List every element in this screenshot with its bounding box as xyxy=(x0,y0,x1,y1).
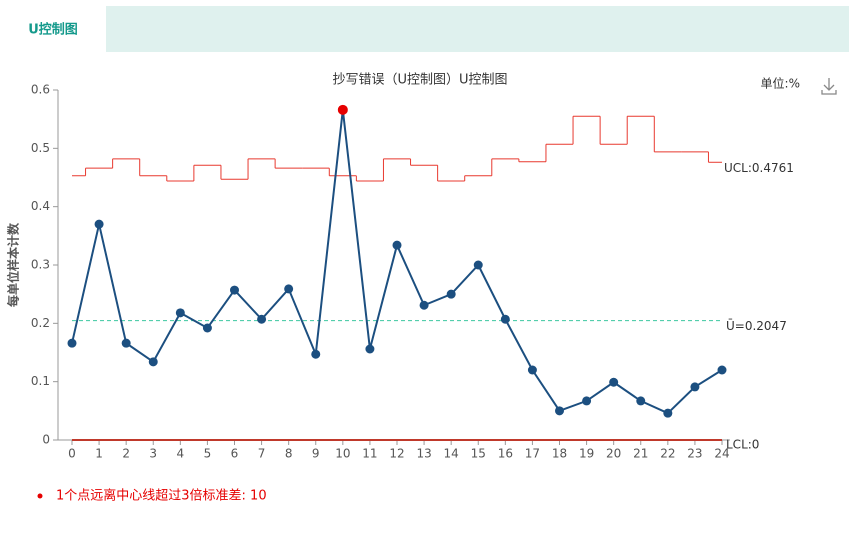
x-tick-label: 11 xyxy=(362,447,377,461)
note: 1个点远离中心线超过3倍标准差: 10 xyxy=(56,488,267,504)
x-tick-label: 23 xyxy=(687,447,702,461)
data-point xyxy=(337,104,348,115)
data-point xyxy=(284,284,294,294)
x-tick-label: 2 xyxy=(122,447,130,461)
download-icon[interactable] xyxy=(821,78,837,95)
tab-bar xyxy=(106,6,849,52)
data-point xyxy=(500,314,510,324)
tab-active[interactable] xyxy=(0,6,106,52)
x-tick-label: 10 xyxy=(335,447,350,461)
x-tick-label: 13 xyxy=(416,447,431,461)
x-tick-label: 3 xyxy=(149,447,157,461)
ucl-label: UCL:0.4761 xyxy=(724,161,794,175)
data-point xyxy=(311,349,321,359)
x-tick-label: 16 xyxy=(498,447,513,461)
note-bullet xyxy=(37,493,43,499)
tab-label[interactable]: U控制图 xyxy=(28,22,78,38)
data-point xyxy=(121,338,131,348)
y-tick-label: 0.2 xyxy=(31,316,50,330)
y-tick-label: 0.6 xyxy=(31,83,50,97)
x-tick-label: 8 xyxy=(285,447,293,461)
data-point xyxy=(527,365,537,375)
data-point xyxy=(582,396,592,406)
data-point xyxy=(94,219,104,229)
x-tick-label: 22 xyxy=(660,447,675,461)
data-point xyxy=(148,357,158,367)
y-axis-label: 每单位样本计数 xyxy=(6,222,21,307)
data-point xyxy=(636,396,646,406)
x-tick-label: 6 xyxy=(231,447,239,461)
x-tick-label: 15 xyxy=(471,447,486,461)
data-point xyxy=(392,240,402,250)
data-point xyxy=(555,406,564,416)
x-tick-label: 19 xyxy=(579,447,594,461)
data-point xyxy=(67,338,77,348)
y-tick-label: 0.3 xyxy=(31,258,50,272)
x-tick-label: 1 xyxy=(95,447,103,461)
x-tick-label: 24 xyxy=(714,447,729,461)
x-tick-label: 0 xyxy=(68,447,76,461)
chart-title: 抄写错误（U控制图）U控制图 xyxy=(332,73,507,88)
data-point xyxy=(175,308,185,318)
data-point xyxy=(446,289,456,299)
x-tick-label: 5 xyxy=(204,447,212,461)
y-tick-label: 0 xyxy=(42,433,50,447)
data-point xyxy=(663,408,673,418)
data-point xyxy=(473,260,483,270)
unit-label: 单位:% xyxy=(761,76,800,91)
data-point xyxy=(230,285,239,295)
x-tick-label: 14 xyxy=(444,447,459,461)
data-point xyxy=(717,365,727,375)
y-tick-label: 0.4 xyxy=(31,199,50,213)
data-point xyxy=(257,314,267,324)
x-tick-label: 21 xyxy=(633,447,648,461)
x-tick-label: 18 xyxy=(552,447,567,461)
data-point xyxy=(365,344,375,354)
lcl-label: LCL:0 xyxy=(726,438,759,452)
x-tick-label: 9 xyxy=(312,447,320,461)
x-tick-label: 12 xyxy=(389,447,404,461)
y-tick-label: 0.5 xyxy=(31,141,50,155)
x-tick-label: 20 xyxy=(606,447,621,461)
x-tick-label: 17 xyxy=(525,447,540,461)
x-tick-label: 4 xyxy=(177,447,185,461)
x-tick-label: 7 xyxy=(258,447,266,461)
data-point xyxy=(690,382,700,392)
data-point xyxy=(419,300,429,310)
data-point xyxy=(202,323,212,333)
y-tick-label: 0.1 xyxy=(31,374,50,388)
center-label: Ū=0.2047 xyxy=(726,319,787,333)
data-point xyxy=(609,377,619,387)
